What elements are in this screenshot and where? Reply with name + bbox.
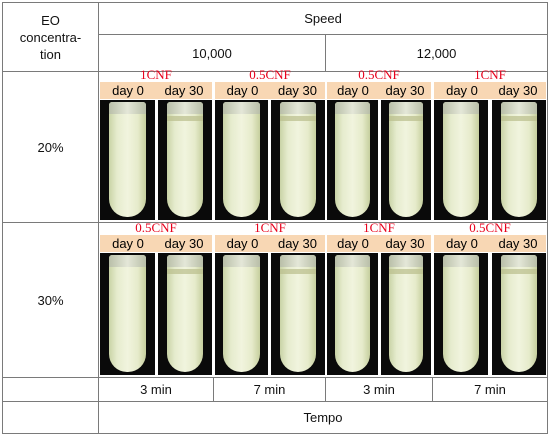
day-label: day 0 bbox=[112, 83, 144, 98]
sample-label: 0.5CNF bbox=[135, 220, 177, 235]
day-strip: day 0 day 30 bbox=[100, 82, 212, 99]
speed-header: Speed bbox=[98, 2, 548, 35]
day-strip: day 0 day 30 bbox=[327, 235, 431, 252]
day-label: day 0 bbox=[337, 236, 369, 251]
day-strip: day 0 day 30 bbox=[434, 82, 546, 99]
tube-photo bbox=[215, 100, 268, 220]
tube-photo bbox=[158, 100, 212, 220]
sample-label: 1CNF bbox=[474, 67, 506, 82]
day-label: day 30 bbox=[277, 236, 318, 251]
tube-photo bbox=[271, 253, 325, 375]
day-label: day 30 bbox=[498, 236, 538, 251]
day-label: day 30 bbox=[385, 236, 425, 251]
blank-cell bbox=[2, 401, 99, 434]
time-cell: 7 min bbox=[213, 377, 326, 402]
tempo-footer: Tempo bbox=[98, 401, 548, 434]
eo-header-line1: EO bbox=[41, 12, 60, 28]
eo-header-line3: tion bbox=[40, 46, 61, 62]
speed-10000-header: 10,000 bbox=[98, 34, 326, 72]
sample-label: 1CNF bbox=[254, 220, 286, 235]
speed-12000-header: 12,000 bbox=[325, 34, 548, 72]
day-strip: day 0 day 30 bbox=[215, 82, 325, 99]
blank-cell bbox=[2, 377, 99, 402]
day-label: day 0 bbox=[337, 83, 369, 98]
day-strip: day 0 day 30 bbox=[327, 82, 431, 99]
eo-header-line2: concentra- bbox=[19, 29, 82, 45]
tube-photo bbox=[492, 253, 546, 375]
day-label: day 30 bbox=[385, 83, 425, 98]
tube-photo bbox=[381, 100, 431, 220]
tube-photo bbox=[158, 253, 212, 375]
day-label: day 0 bbox=[446, 83, 478, 98]
tube-photo bbox=[215, 253, 268, 375]
tube-photo bbox=[434, 100, 488, 220]
tube-photo bbox=[100, 100, 155, 220]
eo-concentration-header: EO concentra- tion bbox=[2, 2, 99, 72]
tube-photo bbox=[271, 100, 325, 220]
day-label: day 0 bbox=[446, 236, 478, 251]
day-label: day 30 bbox=[164, 83, 204, 98]
day-label: day 0 bbox=[226, 83, 259, 98]
day-label: day 0 bbox=[226, 236, 259, 251]
sample-label: 1CNF bbox=[363, 220, 395, 235]
day-label: day 0 bbox=[112, 236, 144, 251]
row-label-30: 30% bbox=[2, 222, 99, 378]
tube-photo bbox=[434, 253, 488, 375]
time-cell: 3 min bbox=[325, 377, 433, 402]
time-cell: 3 min bbox=[98, 377, 214, 402]
day-label: day 30 bbox=[277, 83, 318, 98]
day-label: day 30 bbox=[164, 236, 204, 251]
tube-photo bbox=[381, 253, 431, 375]
sample-label: 0.5CNF bbox=[469, 220, 511, 235]
day-strip: day 0 day 30 bbox=[100, 235, 212, 252]
time-cell: 7 min bbox=[432, 377, 548, 402]
day-strip: day 0 day 30 bbox=[215, 235, 325, 252]
row-label-20: 20% bbox=[2, 71, 99, 223]
tube-photo bbox=[327, 253, 378, 375]
tube-photo bbox=[100, 253, 155, 375]
day-label: day 30 bbox=[498, 83, 538, 98]
sample-label: 1CNF bbox=[140, 67, 172, 82]
sample-label: 0.5CNF bbox=[249, 67, 291, 82]
tube-photo bbox=[492, 100, 546, 220]
tube-photo bbox=[327, 100, 378, 220]
day-strip: day 0 day 30 bbox=[434, 235, 546, 252]
sample-label: 0.5CNF bbox=[358, 67, 400, 82]
